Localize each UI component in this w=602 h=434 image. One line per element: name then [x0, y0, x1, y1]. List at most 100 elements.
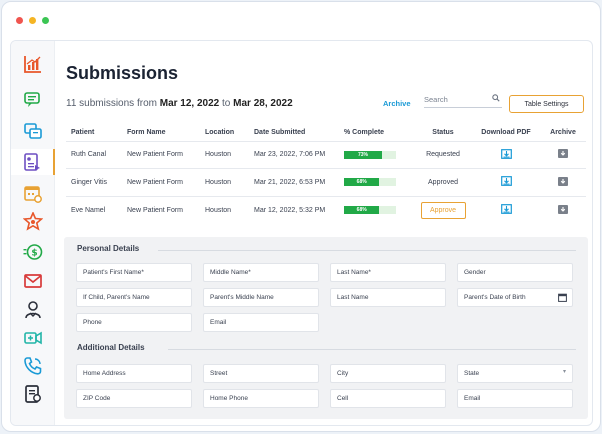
calendar-icon[interactable]	[558, 293, 567, 304]
archive-box-icon[interactable]	[558, 204, 568, 216]
archive-box-icon[interactable]	[558, 176, 568, 188]
percent-complete: 68%	[339, 168, 414, 196]
sidebar-item-submissions[interactable]	[11, 149, 55, 175]
column-header-form-name[interactable]: Form Name	[127, 128, 166, 136]
section-divider	[168, 349, 576, 350]
sidebar-item-calendar[interactable]	[11, 181, 55, 207]
location: Houston	[200, 140, 249, 169]
last-name-field[interactable]: Last Name*	[330, 263, 446, 282]
column-header-patient[interactable]: Patient	[71, 128, 95, 136]
archive-box-icon[interactable]	[558, 149, 568, 160]
app-content: $ Submissions 11 submissions from Mar 12…	[10, 40, 593, 426]
percent-complete: 68%	[339, 195, 414, 224]
form-name: New Patient Form	[122, 195, 200, 224]
phone-field[interactable]: Phone	[76, 313, 192, 332]
progress-bar: 68%	[344, 206, 396, 214]
archive-cell	[540, 168, 586, 196]
sidebar-item-analytics[interactable]	[11, 51, 55, 77]
column-header-download-pdf[interactable]: Download PDF	[481, 128, 531, 136]
gender-field[interactable]: Gender	[457, 263, 573, 282]
street-field[interactable]: Street	[203, 364, 319, 383]
sidebar-item-badges[interactable]	[11, 209, 55, 235]
progress-bar: 68%	[344, 178, 396, 187]
mail-icon	[24, 274, 42, 288]
city-field[interactable]: City	[330, 364, 446, 383]
messages-icon	[24, 123, 42, 139]
submission-details-panel: Personal Details Patient's First Name* M…	[64, 237, 588, 419]
column-header-location[interactable]: Location	[205, 128, 235, 136]
sidebar-item-health[interactable]	[11, 297, 55, 323]
to-text: to	[222, 98, 231, 109]
parent-middle-name-field[interactable]: Parent's Middle Name	[203, 288, 319, 307]
progress-bar: 73%	[344, 150, 396, 159]
sidebar-item-mail[interactable]	[11, 268, 55, 294]
zip-code-field[interactable]: ZIP Code	[76, 389, 192, 408]
approve-button[interactable]: Approve	[420, 201, 466, 219]
stethoscope-icon	[25, 301, 41, 319]
patient-name: Ruth Canal	[66, 140, 122, 169]
date-from: Mar 12, 2022	[159, 98, 220, 109]
column-header-archive[interactable]: Archive	[550, 128, 576, 136]
date-submitted: Mar 23, 2022, 7:06 PM	[249, 140, 339, 169]
parent-last-name-field[interactable]: Last Name	[330, 288, 446, 307]
sidebar-item-messages[interactable]	[11, 118, 55, 144]
table-row[interactable]: Ruth Canal New Patient Form Houston Mar …	[66, 140, 586, 169]
patient-name-link[interactable]: Eve Namel	[66, 195, 122, 224]
download-pdf-icon[interactable]	[500, 176, 512, 187]
section-divider	[158, 250, 576, 251]
home-address-field[interactable]: Home Address	[76, 364, 192, 383]
location: Houston	[200, 195, 249, 224]
state-label: State	[464, 370, 480, 377]
sidebar-item-billing[interactable]: $	[11, 239, 55, 265]
download-pdf-cell	[472, 168, 540, 196]
progress-fill	[344, 150, 382, 159]
column-header-status[interactable]: Status	[432, 128, 454, 136]
search-input[interactable]: Search	[424, 94, 502, 108]
patient-first-name-field[interactable]: Patient's First Name*	[76, 263, 192, 282]
state-select[interactable]: State ▾	[457, 364, 573, 383]
progress-fill	[344, 178, 380, 187]
progress-label: 68%	[356, 207, 367, 213]
parent-name-field[interactable]: If Child, Parent's Name	[76, 288, 192, 307]
window-controls	[16, 17, 49, 24]
email-field[interactable]: Email	[203, 313, 319, 332]
column-header-date-submitted[interactable]: Date Submitted	[254, 128, 306, 136]
parent-dob-field[interactable]: Parent's Date of Birth	[457, 288, 573, 307]
sidebar-item-reports[interactable]	[11, 381, 55, 407]
archive-link[interactable]: Archive	[383, 99, 411, 108]
badge-star-icon	[23, 212, 43, 231]
middle-name-field[interactable]: Middle Name*	[203, 263, 319, 282]
archive-cell	[540, 195, 586, 224]
cell-field[interactable]: Cell	[330, 389, 446, 408]
download-pdf-cell	[472, 195, 540, 224]
calendar-gear-icon	[24, 186, 42, 203]
status-text: Approved	[414, 168, 472, 196]
search-icon[interactable]	[492, 94, 500, 104]
table-row[interactable]: Eve Namel New Patient Form Houston Mar 1…	[66, 195, 586, 224]
close-window-dot[interactable]	[16, 17, 23, 24]
progress-fill	[344, 206, 380, 214]
additional-details-title: Additional Details	[77, 343, 145, 352]
additional-email-field[interactable]: Email	[457, 389, 573, 408]
sidebar-item-video[interactable]	[11, 325, 55, 351]
table-row[interactable]: Ginger Vitis New Patient Form Houston Ma…	[66, 168, 586, 196]
download-pdf-icon[interactable]	[500, 148, 512, 159]
minimize-window-dot[interactable]	[29, 17, 36, 24]
form-name: New Patient Form	[122, 168, 200, 196]
additional-details-heading: Additional Details	[77, 343, 145, 352]
sidebar-item-chat[interactable]	[11, 87, 55, 113]
maximize-window-dot[interactable]	[42, 17, 49, 24]
status-cell: Approve	[414, 195, 472, 224]
search-placeholder: Search	[424, 95, 448, 104]
date-submitted: Mar 21, 2022, 6:53 PM	[249, 168, 339, 196]
column-header-complete[interactable]: % Complete	[344, 128, 385, 136]
sidebar-item-calls[interactable]	[11, 353, 55, 379]
parent-dob-label: Parent's Date of Birth	[464, 294, 526, 301]
chevron-down-icon[interactable]: ▾	[562, 369, 566, 375]
submissions-table: Patient Form Name Location Date Submitte…	[66, 124, 586, 224]
table-settings-button[interactable]: Table Settings	[509, 95, 584, 113]
status-text: Requested	[414, 140, 472, 169]
download-pdf-icon[interactable]	[500, 204, 512, 214]
home-phone-field[interactable]: Home Phone	[203, 389, 319, 408]
table-header-row: Patient Form Name Location Date Submitte…	[66, 124, 586, 141]
